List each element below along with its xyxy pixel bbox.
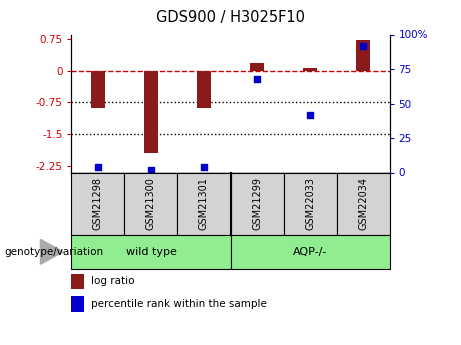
Text: GSM22033: GSM22033 — [305, 177, 315, 230]
Text: GSM22034: GSM22034 — [358, 177, 368, 230]
Bar — [144, 71, 158, 154]
Text: GSM21301: GSM21301 — [199, 177, 209, 230]
Bar — [71, 296, 84, 312]
Point — [148, 167, 155, 172]
Text: AQP-/-: AQP-/- — [293, 247, 327, 257]
Bar — [71, 274, 84, 289]
Bar — [284, 172, 337, 235]
Bar — [356, 40, 370, 71]
Bar — [91, 71, 105, 108]
Point — [94, 164, 101, 170]
Point — [254, 76, 261, 81]
Bar — [124, 172, 177, 235]
Bar — [197, 71, 211, 108]
Text: log ratio: log ratio — [90, 276, 134, 286]
Text: wild type: wild type — [125, 247, 177, 257]
Text: GSM21298: GSM21298 — [93, 177, 103, 230]
Text: percentile rank within the sample: percentile rank within the sample — [90, 299, 266, 309]
Bar — [250, 63, 264, 71]
Text: GDS900 / H3025F10: GDS900 / H3025F10 — [156, 10, 305, 25]
Point — [200, 164, 207, 170]
Text: GSM21299: GSM21299 — [252, 177, 262, 230]
Text: genotype/variation: genotype/variation — [5, 247, 104, 257]
Bar — [337, 172, 390, 235]
Bar — [230, 172, 284, 235]
Polygon shape — [41, 239, 63, 264]
Point — [359, 43, 366, 48]
Bar — [230, 235, 390, 269]
Bar — [71, 172, 124, 235]
Text: GSM21300: GSM21300 — [146, 177, 156, 230]
Bar — [303, 68, 317, 71]
Bar — [177, 172, 230, 235]
Point — [306, 112, 313, 117]
Bar — [71, 235, 230, 269]
